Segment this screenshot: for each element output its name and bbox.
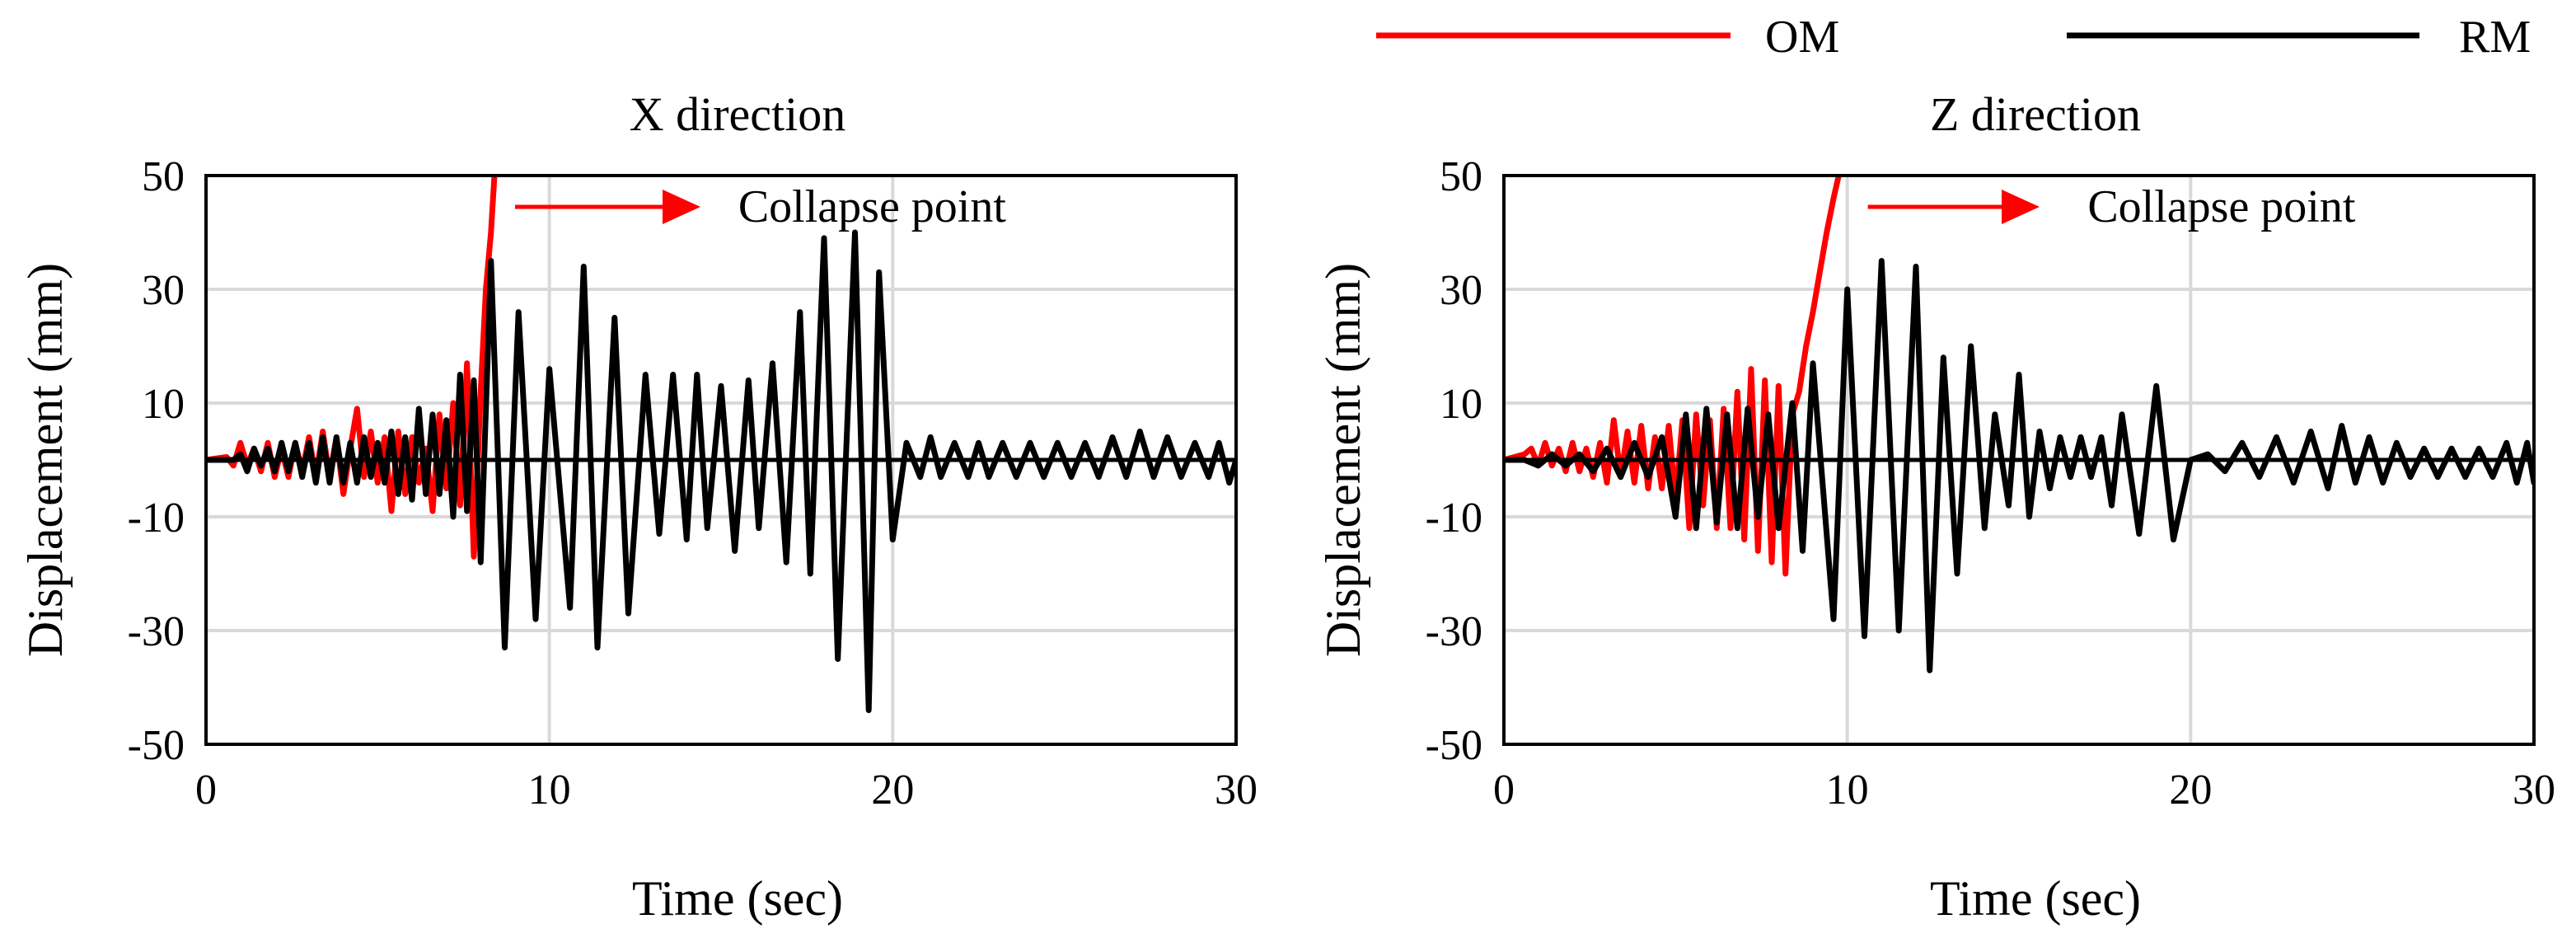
z-direction-y-tick-label: -10 bbox=[1426, 495, 1482, 542]
x-direction-x-tick-label: 30 bbox=[1215, 767, 1258, 814]
z-direction-x-tick-label: 20 bbox=[2169, 767, 2212, 814]
x-direction-x-tick-label: 0 bbox=[195, 767, 217, 814]
x-direction-y-tick-label: 10 bbox=[142, 381, 185, 428]
x-direction-series-rm-line bbox=[206, 229, 1236, 714]
x-direction-collapse-arrow-head bbox=[663, 189, 700, 224]
x-direction-y-tick-label: -10 bbox=[128, 495, 185, 542]
z-direction-y-tick-label: 50 bbox=[1440, 153, 1482, 200]
z-direction-y-axis-label: Displacement (mm) bbox=[1316, 263, 1370, 657]
x-direction-panel: 0 10 20 30 -50 -30 -10 10 30 50 X direction Time (s… bbox=[18, 87, 1258, 926]
z-direction-x-tick-label: 0 bbox=[1493, 767, 1515, 814]
z-direction-y-tick-label: -50 bbox=[1426, 722, 1482, 769]
z-direction-plot-frame bbox=[1502, 174, 2536, 746]
z-direction-y-tick-label: -30 bbox=[1426, 608, 1482, 655]
z-direction-series-rm-line bbox=[1504, 258, 2534, 673]
z-direction-y-tick-label: 10 bbox=[1440, 381, 1482, 428]
z-direction-y-tick-label: 30 bbox=[1440, 267, 1482, 314]
z-direction-x-tick-label: 30 bbox=[2513, 767, 2555, 814]
z-direction-x-tick-label: 10 bbox=[1826, 767, 1869, 814]
x-direction-chart-title: X direction bbox=[630, 87, 846, 141]
x-direction-plot-frame bbox=[204, 174, 1238, 746]
x-direction-x-tick-label: 20 bbox=[871, 767, 914, 814]
x-direction-y-axis-label: Displacement (mm) bbox=[18, 263, 73, 657]
x-direction-x-axis-label: Time (sec) bbox=[632, 871, 843, 926]
z-direction-series-om-line bbox=[1504, 176, 1842, 577]
z-direction-collapse-arrow-head bbox=[2002, 189, 2040, 224]
z-direction-x-axis-label: Time (sec) bbox=[1930, 871, 2141, 926]
x-direction-y-tick-label: 30 bbox=[142, 267, 185, 314]
z-direction-collapse-point-label: Collapse point bbox=[2087, 181, 2356, 232]
z-direction-chart-title: Z direction bbox=[1930, 87, 2141, 141]
z-direction-panel: 0 10 20 30 -50 -30 -10 10 30 50 Z direction Time (s… bbox=[1316, 87, 2555, 926]
legend-label-om: OM bbox=[1765, 12, 1839, 63]
legend-label-rm: RM bbox=[2459, 12, 2531, 63]
x-direction-y-tick-label: 50 bbox=[142, 153, 185, 200]
x-direction-collapse-point-label: Collapse point bbox=[738, 181, 1007, 232]
legend: OM RM bbox=[1376, 12, 2531, 63]
x-direction-y-tick-label: -50 bbox=[128, 722, 185, 769]
x-direction-y-tick-label: -30 bbox=[128, 608, 185, 655]
x-direction-x-tick-label: 10 bbox=[528, 767, 571, 814]
